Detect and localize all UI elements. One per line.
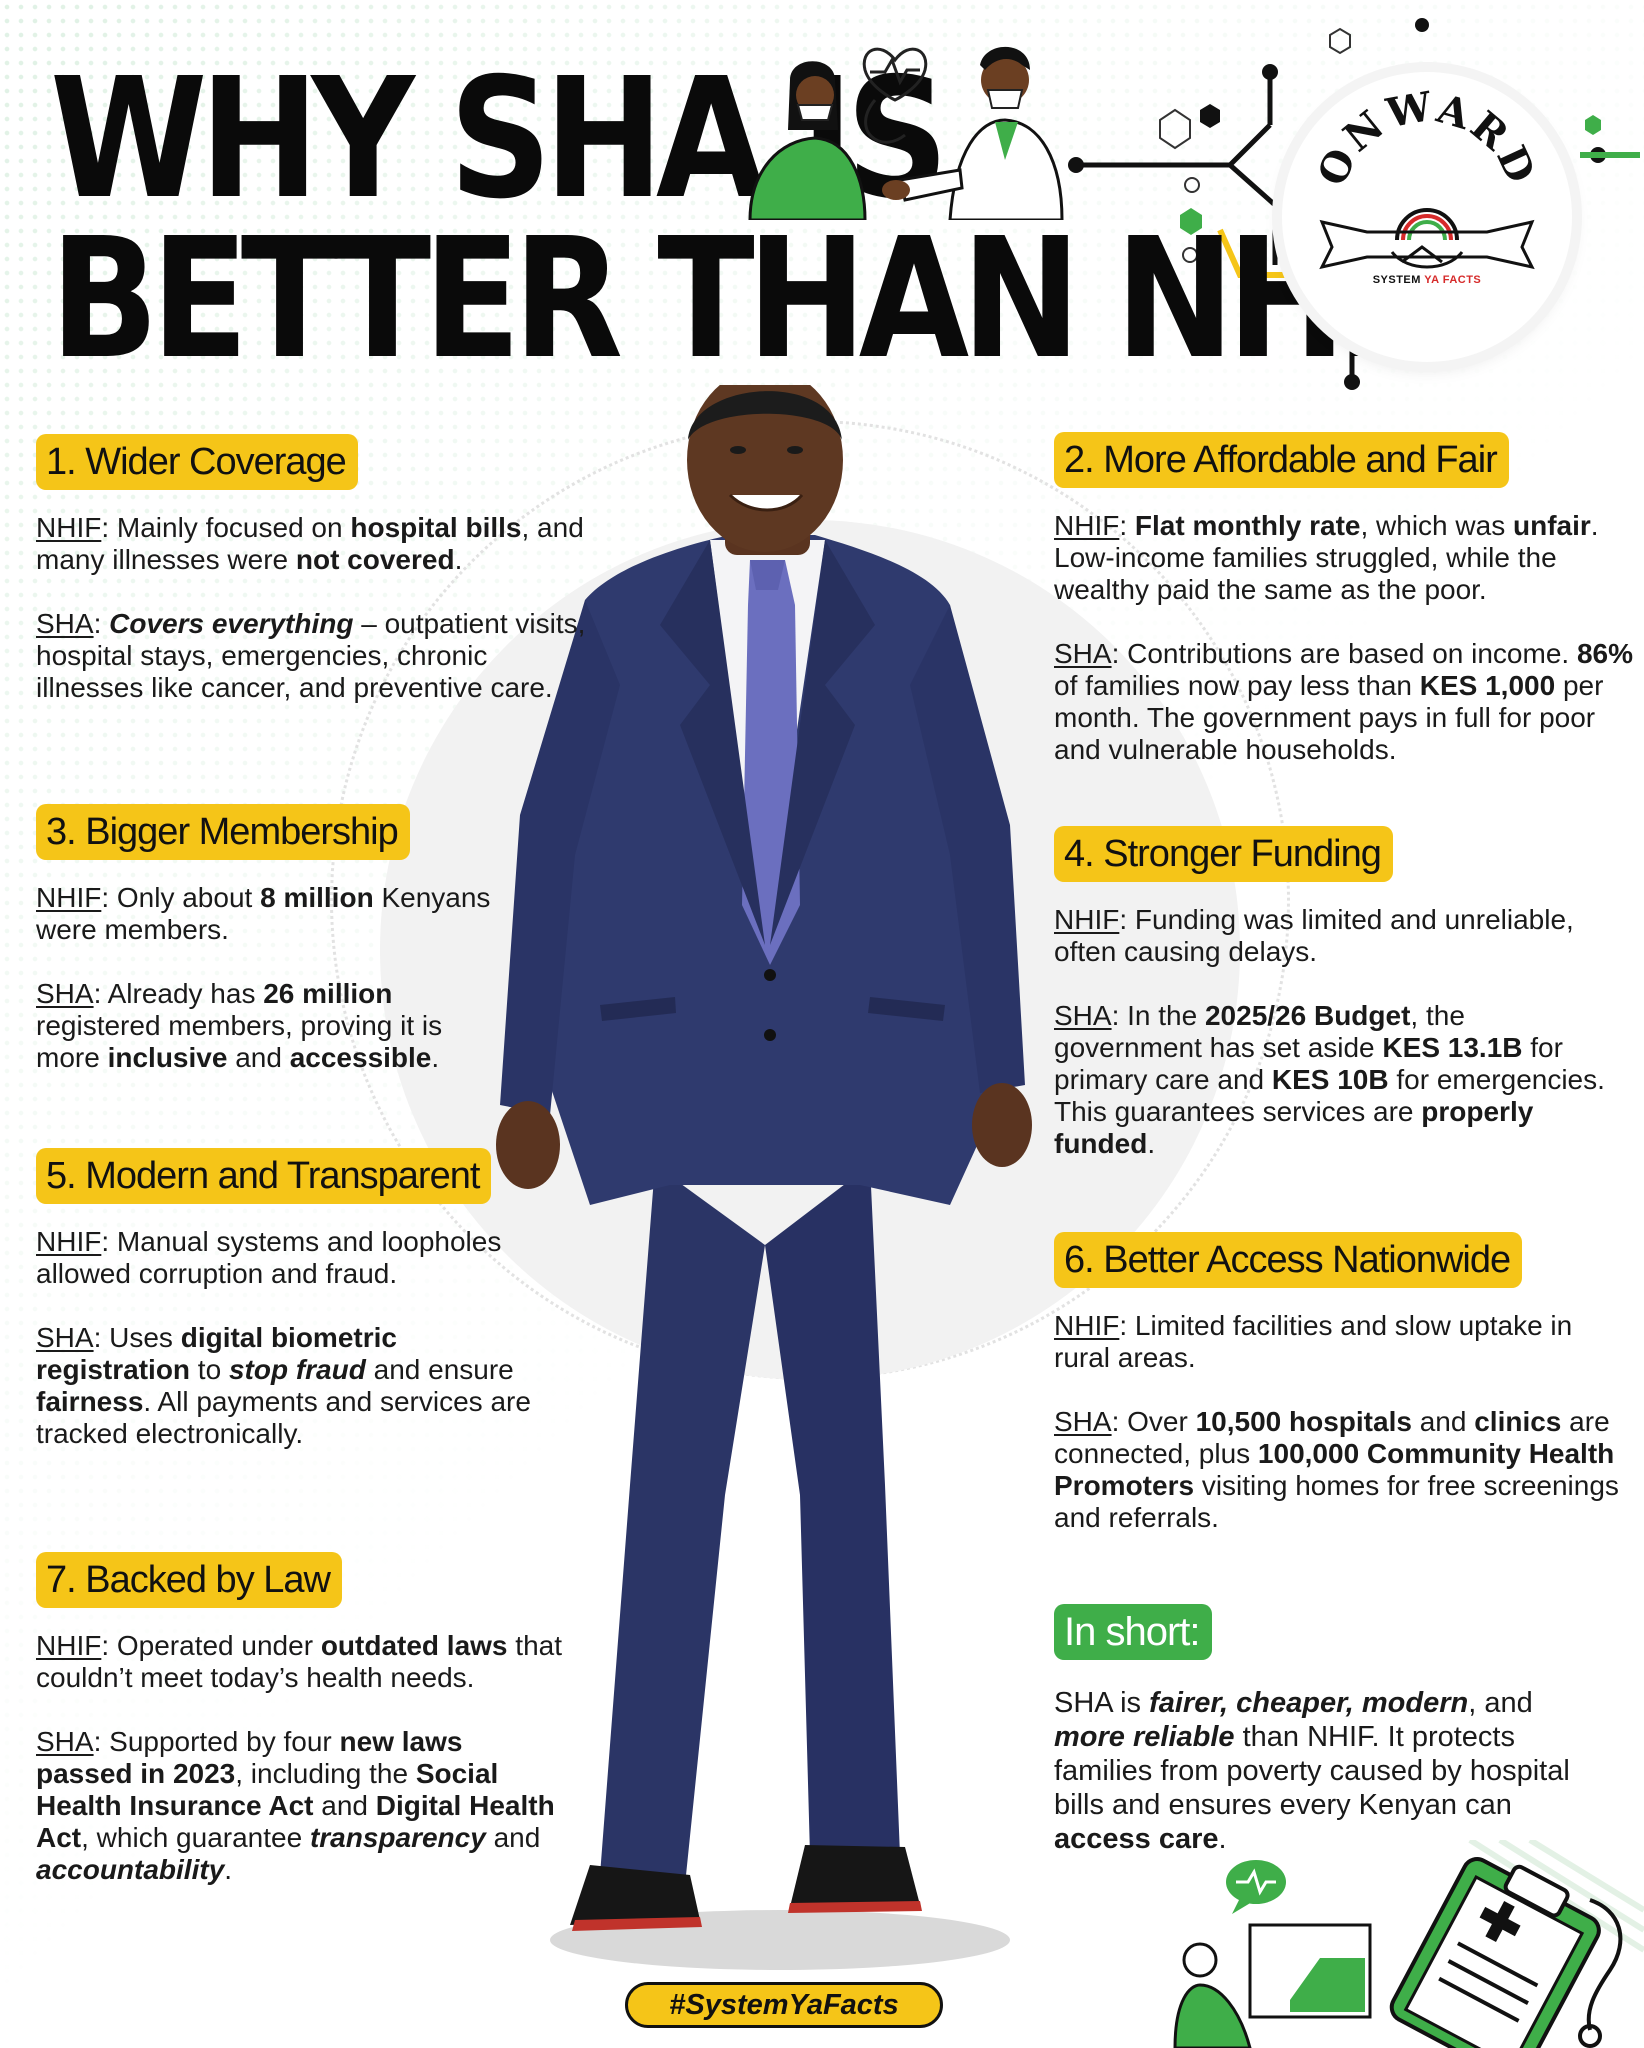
page-title: WHY SHA IS BETTER THAN NHIF <box>50 57 1482 396</box>
section-1: 1. Wider Coverage NHIF: Mainly focused o… <box>36 434 596 704</box>
logo-word: ONWARD <box>1308 83 1545 193</box>
sha-label: SHA <box>36 1322 94 1353</box>
nhif-paragraph: NHIF: Funding was limited and unreliable… <box>1054 904 1574 967</box>
circuit-node <box>1068 157 1084 173</box>
nhif-label: NHIF <box>36 1630 102 1661</box>
handshake-icon <box>1390 245 1464 269</box>
circuit-node <box>1262 64 1278 80</box>
ribbon-banner <box>1319 219 1535 270</box>
nhif-label: NHIF <box>36 512 102 543</box>
hexagon-green <box>1585 115 1601 135</box>
nhif-paragraph: NHIF: Flat monthly rate, which was unfai… <box>1054 510 1599 605</box>
nhif-label: NHIF <box>1054 1310 1120 1341</box>
section-6: 6. Better Access Nationwide NHIF: Limite… <box>1054 1232 1624 1534</box>
sha-label: SHA <box>1054 638 1112 669</box>
chat-bubble-icon <box>1226 1860 1286 1914</box>
circuit-node <box>1344 374 1360 390</box>
sha-label: SHA <box>36 608 94 639</box>
nhif-paragraph: NHIF: Mainly focused on hospital bills, … <box>36 512 584 575</box>
nhif-label: NHIF <box>36 1226 102 1257</box>
nhif-paragraph: NHIF: Only about 8 million Kenyans were … <box>36 882 491 945</box>
eye <box>787 446 803 454</box>
section-3: 3. Bigger Membership NHIF: Only about 8 … <box>36 804 506 1074</box>
nhif-paragraph: NHIF: Operated under outdated laws that … <box>36 1630 562 1693</box>
section-title: 7. Backed by Law <box>36 1552 342 1608</box>
hexagon-green <box>1180 208 1202 235</box>
smile <box>728 493 804 512</box>
nhif-label: NHIF <box>1054 904 1120 935</box>
sha-label: SHA <box>1054 1000 1112 1031</box>
section-title: 1. Wider Coverage <box>36 434 358 490</box>
section-4: 4. Stronger Funding NHIF: Funding was li… <box>1054 826 1614 1160</box>
sha-paragraph: SHA: Over 10,500 hospitals and clinics a… <box>1054 1406 1619 1533</box>
section-title: 6. Better Access Nationwide <box>1054 1232 1523 1288</box>
section-5: 5. Modern and Transparent NHIF: Manual s… <box>36 1148 536 1450</box>
nhif-label: NHIF <box>36 882 102 913</box>
title-line-2: BETTER THAN NHIF <box>50 203 1482 396</box>
stethoscope-icon <box>1578 1898 1623 2048</box>
doctor-patient-illustration <box>748 46 1064 220</box>
hexagon-outline <box>1329 27 1351 55</box>
section-title: 4. Stronger Funding <box>1054 826 1393 882</box>
sha-label: SHA <box>1054 1406 1112 1437</box>
circuit-node <box>1415 18 1429 32</box>
sha-label: SHA <box>36 978 94 1009</box>
circuit-line-yellow <box>1217 228 1288 278</box>
hair <box>688 391 842 440</box>
sha-paragraph: SHA: Uses digital biometric registration… <box>36 1322 531 1449</box>
hashtag-badge: #SystemYaFacts <box>625 1982 943 2028</box>
sha-label: SHA <box>36 1726 94 1757</box>
section-title: 5. Modern and Transparent <box>36 1148 492 1204</box>
sha-paragraph: SHA: Contributions are based on income. … <box>1054 638 1634 765</box>
nhif-paragraph: NHIF: Manual systems and loopholes allow… <box>36 1226 502 1289</box>
summary-title: In short: <box>1054 1604 1212 1660</box>
section-title: 3. Bigger Membership <box>36 804 410 860</box>
hexagon-outline <box>1159 108 1191 150</box>
head <box>687 385 843 552</box>
nhif-paragraph: NHIF: Limited facilities and slow uptake… <box>1054 1310 1573 1373</box>
section-7: 7. Backed by Law NHIF: Operated under ou… <box>36 1552 566 1886</box>
circle-outline <box>1184 177 1200 193</box>
summary-paragraph: SHA is fairer, cheaper, modern, and more… <box>1054 1687 1570 1855</box>
person-figure-illustration <box>496 385 1032 1970</box>
sha-paragraph: SHA: In the 2025/26 Budget, the governme… <box>1054 1000 1605 1159</box>
jacket-button <box>764 969 776 981</box>
onward-logo: ONWARD SYSTEM YA FACTS <box>1282 72 1572 362</box>
logo-emblem: ONWARD <box>1308 83 1545 270</box>
rainbow-icon <box>1395 208 1459 241</box>
logo-tagline: SYSTEM YA FACTS <box>1372 274 1482 286</box>
medical-illustration <box>1173 1840 1644 2048</box>
heart-icon <box>862 47 928 144</box>
hexagon-filled <box>1200 104 1220 128</box>
clipboard-icon <box>1389 1857 1601 2048</box>
patient-figure <box>748 61 867 220</box>
left-hand <box>496 1101 560 1189</box>
sha-paragraph: SHA: Already has 26 million registered m… <box>36 978 443 1073</box>
section-2: 2. More Affordable and Fair NHIF: Flat m… <box>1054 432 1634 766</box>
monitor-icon <box>1248 1923 1372 2019</box>
sha-paragraph: SHA: Covers everything – outpatient visi… <box>36 608 586 703</box>
doctor-figure <box>882 46 1064 220</box>
eye <box>730 446 746 454</box>
right-hand <box>972 1083 1032 1167</box>
sha-paragraph: SHA: Supported by four new laws passed i… <box>36 1726 555 1885</box>
health-worker-icon <box>1173 1942 1252 2048</box>
circle-outline <box>1182 247 1198 263</box>
jacket-button <box>764 1029 776 1041</box>
section-title: 2. More Affordable and Fair <box>1054 432 1509 488</box>
nhif-label: NHIF <box>1054 510 1120 541</box>
summary-section: In short: SHA is fairer, cheaper, modern… <box>1054 1604 1594 1856</box>
